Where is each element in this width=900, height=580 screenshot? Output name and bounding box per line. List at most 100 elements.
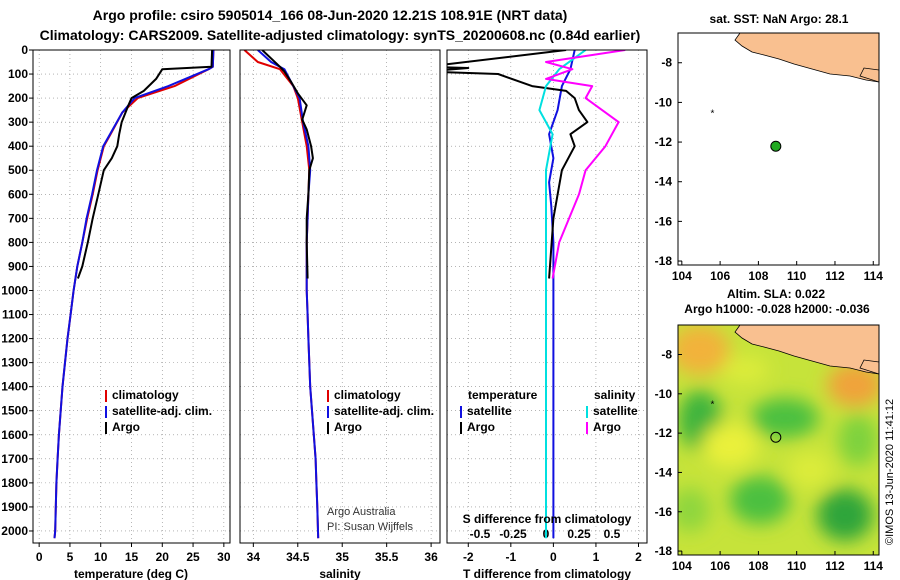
sst-map-panel: sat. SST: NaN Argo: 28.1 104 106 108 110 112…	[655, 12, 884, 283]
x-tick-label: -1	[505, 550, 516, 564]
legend-salinity-title: salinity	[594, 388, 636, 402]
series-argo	[76, 50, 214, 279]
map-y-tick-label: -10	[655, 387, 673, 401]
x-tick-label: 35.5	[375, 550, 399, 564]
x-tick-label: 0	[550, 550, 557, 564]
difference-panel: -2 -1 0 1 2 -0.5 -0.25 0 0.25 0.5 T difference f…	[446, 49, 648, 580]
series-s-argo	[545, 50, 626, 279]
y-tick-label: 1300	[1, 356, 28, 370]
sla-blob	[838, 414, 878, 466]
difference-profiles	[447, 50, 626, 539]
legend-climatology: climatology	[334, 388, 401, 402]
map-y-tick-label: -18	[655, 254, 673, 268]
sla-map-panel: Altim. SLA: 0.022 Argo h1000: -0.028 h20…	[655, 287, 884, 573]
map-y-tick-label: -16	[655, 505, 673, 519]
map-x-tick-label: 104	[672, 559, 692, 573]
y-tick-label: 1500	[1, 404, 28, 418]
x-tick-label: 0	[36, 550, 43, 564]
y-tick-label: 200	[8, 91, 28, 105]
sst-map-tick-labels: 104 106 108 110 112 114 -8 -10 -12 -14 -16 -18	[655, 56, 884, 283]
s-tick-label: 0.25	[567, 527, 591, 541]
y-tick-label: 1900	[1, 500, 28, 514]
series-satellite-adj-clim-	[53, 50, 215, 539]
legend-s-satellite: satellite	[593, 404, 638, 418]
legend-t-argo: Argo	[467, 420, 495, 434]
x-tick-label: 2	[635, 550, 642, 564]
y-tick-label: 700	[8, 211, 28, 225]
difference-legend: temperature salinity satellite Argo sate…	[460, 388, 638, 434]
sla-blobs	[678, 325, 879, 541]
legend-satellite: satellite-adj. clim.	[334, 404, 434, 418]
s-difference-title: S difference from climatology	[463, 512, 632, 526]
x-tick-label: 34.5	[286, 550, 310, 564]
temperature-tick-labels: 0 5 10 15 20 25 30	[36, 550, 231, 564]
salinity-frame	[239, 49, 441, 544]
series-t-satellite	[548, 50, 576, 539]
temperature-profiles	[53, 50, 215, 539]
legend-argo: Argo	[112, 420, 140, 434]
temperature-legend: climatology satellite-adj. clim. Argo	[105, 388, 212, 434]
s-tick-label: -0.25	[499, 527, 527, 541]
x-tick-label: 36	[424, 550, 438, 564]
y-tick-label: 2000	[1, 524, 28, 538]
t-difference-tick-labels: -2 -1 0 1 2	[463, 550, 642, 564]
map-x-tick-label: 108	[748, 559, 768, 573]
sla-blob	[678, 488, 710, 532]
map-y-tick-label: -14	[655, 175, 673, 189]
temperature-grid	[33, 49, 230, 547]
map-x-tick-label: 110	[787, 559, 807, 573]
x-tick-label: 35	[336, 550, 350, 564]
map-y-tick-label: -10	[655, 95, 673, 109]
y-tick-label: 800	[8, 235, 28, 249]
sla-blob	[678, 325, 730, 375]
legend-s-argo: Argo	[593, 420, 621, 434]
s-difference-tick-labels: -0.5 -0.25 0 0.25 0.5	[470, 527, 621, 541]
x-tick-label: 34	[247, 550, 261, 564]
sla-blob	[702, 423, 758, 467]
y-tick-label: 1800	[1, 476, 28, 490]
y-tick-label: 100	[8, 67, 28, 81]
t-difference-x-label: T difference from climatology	[463, 567, 631, 580]
temperature-frame	[32, 49, 231, 544]
map-x-tick-label: 106	[710, 559, 730, 573]
legend-temperature-title: temperature	[468, 388, 538, 402]
series-s-satellite	[538, 50, 587, 539]
figure-title-line1: Argo profile: csiro 5905014_166 08-Jun-2…	[93, 7, 568, 23]
map-y-tick-label: -8	[661, 347, 672, 361]
y-tick-label: 1400	[1, 380, 28, 394]
map-y-tick-label: -8	[661, 56, 672, 70]
x-tick-label: 30	[217, 550, 231, 564]
y-tick-label: 1600	[1, 428, 28, 442]
sla-blob	[827, 363, 879, 407]
salinity-panel: 34 34.5 35 35.5 36 salinity climatology sate…	[239, 49, 441, 580]
argo-position-marker	[770, 140, 782, 152]
sla-map-tick-labels: 104 106 108 110 112 114 -8 -10 -12 -14 -16 -18	[655, 347, 884, 573]
annotation-pi-name: PI: Susan Wijffels	[327, 521, 413, 533]
map-x-tick-label: 106	[710, 269, 730, 283]
y-tick-label: 0	[21, 43, 28, 57]
y-tick-label: 1000	[1, 283, 28, 297]
x-tick-label: 10	[94, 550, 108, 564]
y-tick-label: 1700	[1, 452, 28, 466]
y-tick-label: 600	[8, 187, 28, 201]
sla-blob	[788, 452, 832, 488]
sst-map-title: sat. SST: NaN Argo: 28.1	[710, 12, 849, 26]
y-tick-label: 400	[8, 139, 28, 153]
y-tick-label: 900	[8, 259, 28, 273]
imos-credit: ©IMOS 13-Jun-2020 11:41:12	[884, 399, 896, 545]
series-satellite-adj-clim-	[257, 50, 320, 539]
map-x-tick-label: 114	[864, 269, 884, 283]
y-tick-label: 1100	[2, 308, 28, 322]
argo-position-marker	[770, 431, 782, 443]
series-t-argo	[447, 50, 589, 279]
previous-position-marker: *	[711, 108, 715, 119]
previous-position-marker: *	[711, 400, 715, 411]
x-tick-label: -2	[463, 550, 474, 564]
s-tick-label: -0.5	[470, 527, 491, 541]
sla-blob	[730, 476, 790, 524]
salinity-x-label: salinity	[319, 567, 361, 580]
map-x-tick-label: 112	[825, 559, 845, 573]
map-x-tick-label: 114	[864, 559, 884, 573]
sla-map-field	[678, 325, 879, 555]
sla-blob	[751, 398, 819, 438]
